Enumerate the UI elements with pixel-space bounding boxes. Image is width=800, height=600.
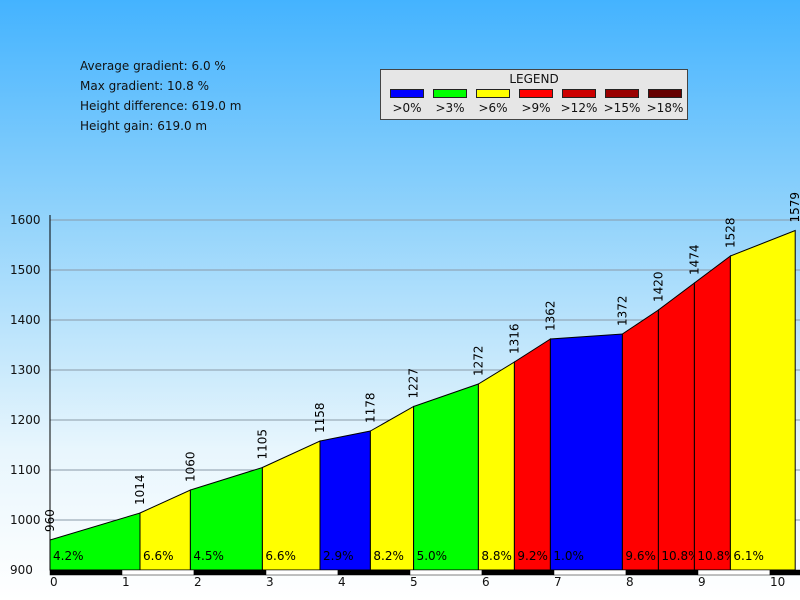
elevation-label: 1060 <box>183 451 197 482</box>
profile-segment <box>693 255 731 571</box>
x-tick-label: 5 <box>410 575 418 589</box>
legend-label: >3% <box>435 101 465 115</box>
segment-gradient-label: 5.0% <box>417 549 448 563</box>
profile-segment <box>477 361 515 571</box>
legend-label: >15% <box>603 101 641 115</box>
profile-segment <box>549 333 623 571</box>
height-difference-text: Height difference: 619.0 m <box>80 99 242 113</box>
legend-item: >9% <box>516 89 556 115</box>
x-axis-bar <box>49 569 123 576</box>
elevation-label: 1316 <box>507 323 521 354</box>
elevation-label: 1158 <box>313 402 327 433</box>
segment-gradient-label: 9.6% <box>625 549 656 563</box>
x-axis-bar <box>193 569 267 576</box>
legend-label: >12% <box>560 101 598 115</box>
legend-swatch <box>390 89 424 98</box>
legend: LEGEND >0% >3% >6% >9% >12% >15% >18% <box>380 69 688 120</box>
segment-gradient-label: 8.8% <box>481 549 512 563</box>
elevation-label: 1474 <box>687 244 701 275</box>
legend-item: >3% <box>430 89 470 115</box>
legend-item: >12% <box>559 89 599 115</box>
profile-segment <box>621 309 659 571</box>
profile-segment <box>369 405 415 571</box>
legend-swatch <box>648 89 682 98</box>
segment-gradient-label: 6.6% <box>265 549 296 563</box>
elevation-label: 1362 <box>543 300 557 331</box>
segment-gradient-label: 6.6% <box>143 549 174 563</box>
legend-item: >6% <box>473 89 513 115</box>
x-tick-label: 6 <box>482 575 490 589</box>
x-tick-label: 9 <box>698 575 706 589</box>
elevation-label: 1272 <box>471 345 485 376</box>
stats-panel: Average gradient: 6.0 % Max gradient: 10… <box>80 58 241 138</box>
profile-segment <box>513 338 551 571</box>
y-tick-label: 1500 <box>10 263 41 277</box>
legend-title: LEGEND <box>509 72 559 86</box>
segment-gradient-label: 4.5% <box>193 549 224 563</box>
segment-gradient-label: 6.1% <box>733 549 764 563</box>
x-axis-bar <box>265 569 339 576</box>
y-tick-label: 900 <box>10 563 33 577</box>
elevation-label: 1420 <box>651 271 665 302</box>
elevation-label: 1227 <box>407 368 421 399</box>
legend-item: >18% <box>645 89 685 115</box>
profile-segment <box>413 383 479 571</box>
x-tick-label: 0 <box>50 575 58 589</box>
y-tick-label: 1000 <box>10 513 41 527</box>
x-tick-label: 2 <box>194 575 202 589</box>
legend-swatch <box>476 89 510 98</box>
profile-segment <box>729 229 796 571</box>
x-tick-label: 4 <box>338 575 346 589</box>
y-tick-label: 1600 <box>10 213 41 227</box>
legend-label: >0% <box>392 101 422 115</box>
legend-label: >18% <box>646 101 684 115</box>
legend-swatch <box>562 89 596 98</box>
x-axis-bar <box>121 569 195 576</box>
segment-gradient-label: 10.8% <box>661 549 699 563</box>
elevation-label: 1579 <box>788 192 800 223</box>
x-tick-label: 10 <box>770 575 785 589</box>
x-axis-bar <box>553 569 627 576</box>
x-tick-label: 3 <box>266 575 274 589</box>
average-gradient-text: Average gradient: 6.0 % <box>80 59 226 73</box>
y-tick-label: 1400 <box>10 313 41 327</box>
segment-gradient-label: 2.9% <box>323 549 354 563</box>
y-tick-label: 1300 <box>10 363 41 377</box>
x-axis-bar <box>769 569 800 576</box>
profile-segment <box>657 282 695 571</box>
x-axis-bar <box>697 569 771 576</box>
segment-gradient-label: 9.2% <box>517 549 548 563</box>
height-gain-text: Height gain: 619.0 m <box>80 119 208 133</box>
legend-swatch <box>605 89 639 98</box>
y-tick-label: 1100 <box>10 463 41 477</box>
x-tick-label: 7 <box>554 575 562 589</box>
x-axis-bar <box>481 569 555 576</box>
legend-swatch <box>519 89 553 98</box>
segment-gradient-label: 8.2% <box>373 549 404 563</box>
y-tick-label: 1200 <box>10 413 41 427</box>
x-tick-label: 1 <box>122 575 130 589</box>
elevation-label: 1372 <box>615 295 629 326</box>
x-axis-bar <box>337 569 411 576</box>
legend-label: >9% <box>521 101 551 115</box>
max-gradient-text: Max gradient: 10.8 % <box>80 79 209 93</box>
elevation-label: 1178 <box>363 392 377 423</box>
x-axis-bar <box>625 569 699 576</box>
x-axis-bar <box>409 569 483 576</box>
legend-label: >6% <box>478 101 508 115</box>
elevation-label: 1105 <box>255 429 269 460</box>
elevation-label: 1014 <box>133 474 147 505</box>
x-tick-label: 8 <box>626 575 634 589</box>
segment-gradient-label: 10.8% <box>697 549 735 563</box>
segment-gradient-label: 4.2% <box>53 549 84 563</box>
legend-item: >15% <box>602 89 642 115</box>
legend-swatch <box>433 89 467 98</box>
segment-gradient-label: 1.0% <box>553 549 584 563</box>
legend-item: >0% <box>387 89 427 115</box>
elevation-label: 1528 <box>723 217 737 248</box>
